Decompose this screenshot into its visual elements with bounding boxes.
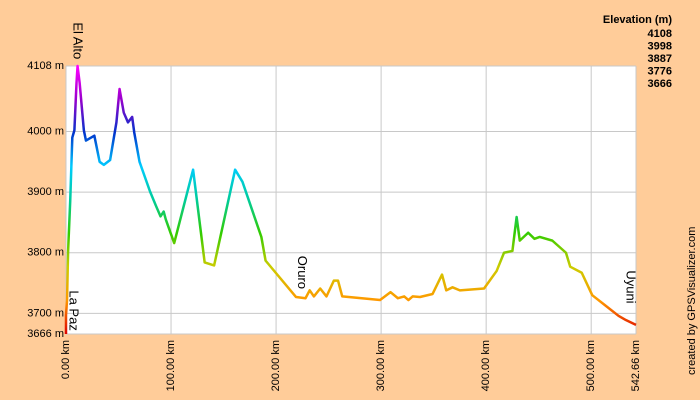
x-tick-label: 100.00 km [165, 340, 177, 391]
x-tick-label: 500.00 km [585, 340, 597, 391]
y-tick-label: 3800 m [27, 247, 64, 259]
x-tick-label: 0.00 km [60, 340, 72, 379]
x-tick-label: 200.00 km [270, 340, 282, 391]
legend-title: Elevation (m) [603, 14, 672, 26]
legend-entry: 3998 [648, 40, 672, 52]
y-tick-label: 3700 m [27, 307, 64, 319]
annotation: La Paz [67, 290, 82, 330]
legend-entry: 3776 [648, 65, 672, 77]
annotation: Oruro [295, 256, 310, 289]
y-tick-label: 4000 m [27, 125, 64, 137]
legend-entry: 3666 [648, 78, 672, 90]
x-tick-label: 400.00 km [480, 340, 492, 391]
x-tick-label: 300.00 km [375, 340, 387, 391]
legend-entry: 3887 [648, 53, 672, 65]
credit: created by GPSVisualizer.com [686, 227, 698, 375]
y-tick-label: 4108 m [27, 60, 64, 72]
annotation: Uyuni [624, 270, 639, 303]
x-tick-label: 542.66 km [630, 340, 642, 391]
plot-area [66, 66, 636, 334]
elevation-line [64, 64, 637, 334]
legend-entry: 4108 [648, 28, 672, 40]
y-tick-label: 3666 m [27, 328, 64, 340]
y-tick-label: 3900 m [27, 186, 64, 198]
annotation: El Alto [71, 22, 86, 59]
